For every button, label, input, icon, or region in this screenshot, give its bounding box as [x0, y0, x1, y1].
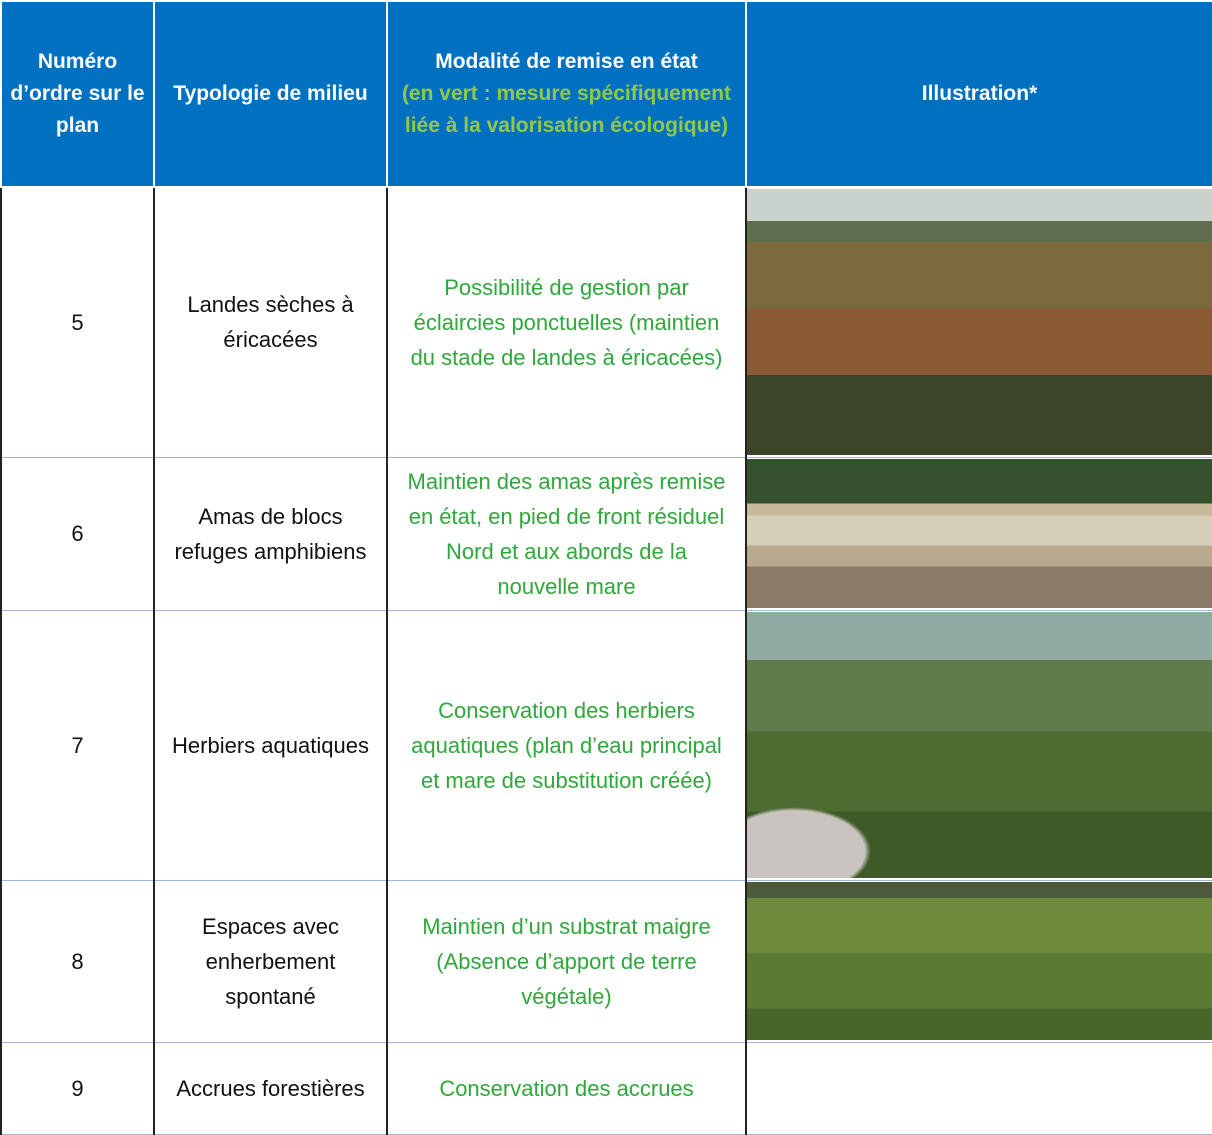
restoration-measure: Maintien des amas après remise en état, … — [387, 457, 746, 610]
habitat-type: Espaces avec enherbement spontané — [154, 880, 387, 1042]
header-cell: Illustration* — [746, 1, 1212, 187]
photo — [747, 189, 1212, 455]
illustration-cell — [746, 187, 1212, 457]
header-note: (en vert : mesure spécifiquement liée à … — [394, 78, 739, 142]
photo — [747, 459, 1212, 608]
illustration-cell — [746, 610, 1212, 880]
page: Numéro d’ordre sur le plan Typologie de … — [0, 0, 1212, 1131]
order-number: 7 — [1, 610, 154, 880]
header-title: Modalité de remise en état — [394, 46, 739, 78]
order-number: 6 — [1, 457, 154, 610]
header-cell: Typologie de milieu — [154, 1, 387, 187]
habitat-type: Accrues forestières — [154, 1042, 387, 1134]
order-number: 8 — [1, 880, 154, 1042]
header-cell: Numéro d’ordre sur le plan — [1, 1, 154, 187]
habitat-type: Amas de blocs refuges amphibiens — [154, 457, 387, 610]
photo — [747, 882, 1212, 1040]
illustration-cell — [746, 1042, 1212, 1134]
photo — [747, 612, 1212, 878]
illustration-cell — [746, 880, 1212, 1042]
restoration-measure: Possibilité de gestion par éclaircies po… — [387, 187, 746, 457]
restoration-measure: Conservation des accrues — [387, 1042, 746, 1134]
table: Numéro d’ordre sur le plan Typologie de … — [0, 0, 1212, 1135]
table-header: Numéro d’ordre sur le plan Typologie de … — [1, 1, 1212, 187]
restoration-measure: Maintien d’un substrat maigre (Absence d… — [387, 880, 746, 1042]
order-number: 5 — [1, 187, 154, 457]
habitat-type: Herbiers aquatiques — [154, 610, 387, 880]
illustration-cell — [746, 457, 1212, 610]
order-number: 9 — [1, 1042, 154, 1134]
restoration-measure: Conservation des herbiers aquatiques (pl… — [387, 610, 746, 880]
habitat-type: Landes sèches à éricacées — [154, 187, 387, 457]
header-cell: Modalité de remise en état(en vert : mes… — [387, 1, 746, 187]
